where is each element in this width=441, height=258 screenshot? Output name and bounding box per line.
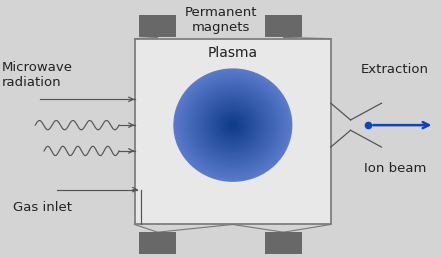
Text: Plasma: Plasma [208,46,258,60]
Ellipse shape [173,68,292,182]
Ellipse shape [212,105,254,145]
Ellipse shape [187,81,279,169]
Ellipse shape [232,124,234,127]
Ellipse shape [188,83,277,168]
Ellipse shape [196,90,270,160]
Ellipse shape [213,107,252,143]
Ellipse shape [209,102,257,148]
Ellipse shape [206,100,260,151]
Ellipse shape [175,70,291,181]
Ellipse shape [185,80,280,171]
Ellipse shape [225,118,240,132]
Bar [135,39,331,224]
Ellipse shape [176,71,289,179]
Text: Ion beam: Ion beam [363,163,426,175]
Ellipse shape [202,95,264,155]
Ellipse shape [193,87,273,164]
Ellipse shape [198,93,267,158]
Ellipse shape [224,117,242,134]
Ellipse shape [203,97,263,154]
Ellipse shape [220,112,246,138]
Ellipse shape [190,84,276,166]
Ellipse shape [182,77,284,173]
Text: Extraction: Extraction [361,63,429,76]
Ellipse shape [205,98,261,152]
Ellipse shape [218,111,248,139]
Ellipse shape [215,108,250,142]
Ellipse shape [194,88,272,162]
Text: Microwave
radiation: Microwave radiation [2,61,73,89]
Ellipse shape [179,74,287,176]
Ellipse shape [217,109,249,141]
Bar [265,15,302,37]
Ellipse shape [227,119,239,131]
Ellipse shape [210,104,255,146]
Ellipse shape [181,75,285,175]
Ellipse shape [178,73,288,178]
Bar [265,232,302,254]
Ellipse shape [221,114,245,136]
Ellipse shape [184,78,282,172]
Ellipse shape [200,94,265,156]
Ellipse shape [191,85,274,165]
Ellipse shape [197,91,269,159]
Bar [139,15,176,37]
Text: Gas inlet: Gas inlet [13,201,72,214]
Bar [139,232,176,254]
Ellipse shape [222,115,243,135]
Text: Permanent
magnets: Permanent magnets [184,6,257,35]
Ellipse shape [230,122,236,128]
Ellipse shape [208,101,258,149]
Ellipse shape [228,121,237,130]
